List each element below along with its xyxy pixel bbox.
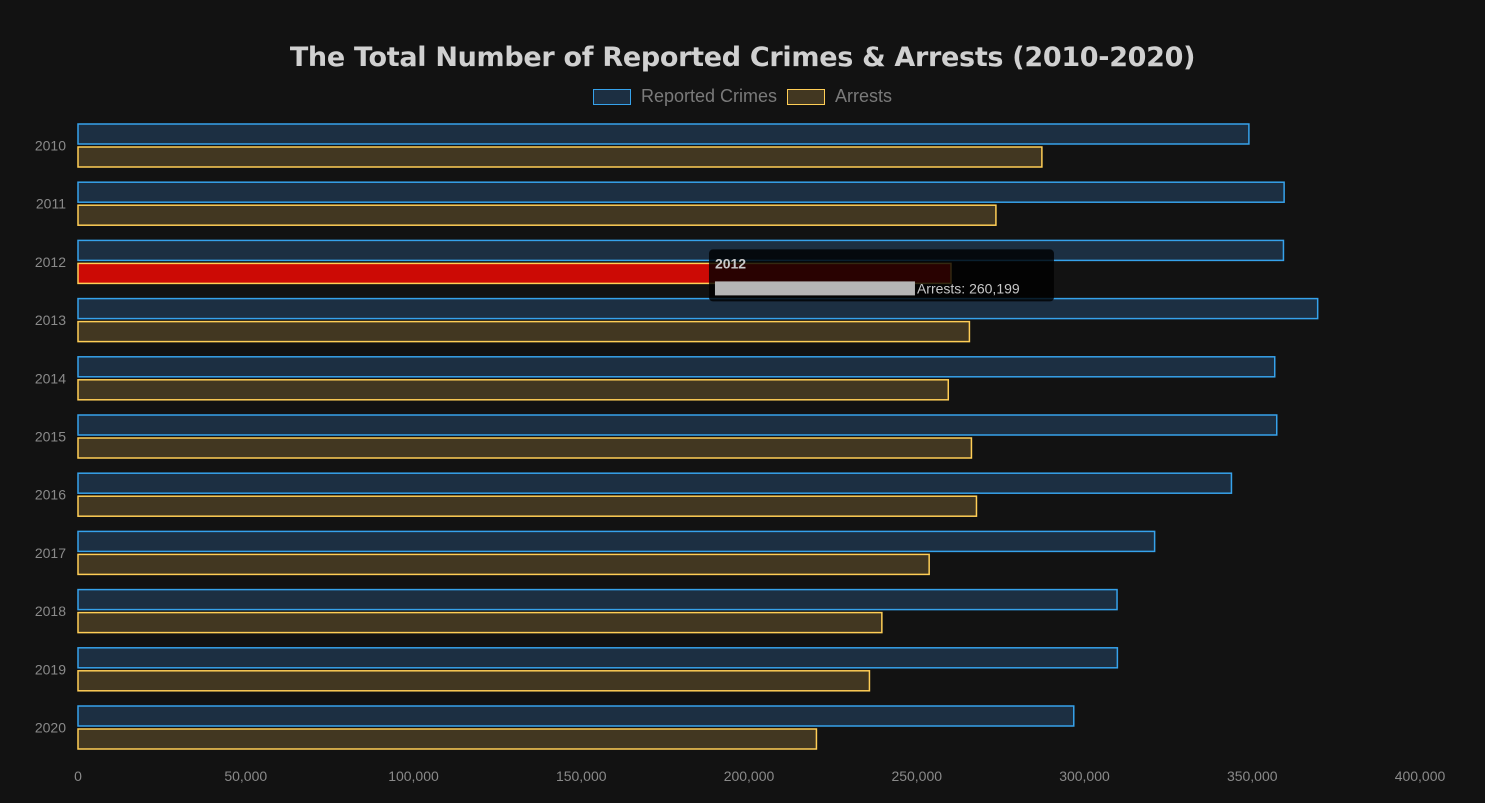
bar-reported-crimes-2016[interactable] [77,472,1233,494]
bar-reported-crimes-2010[interactable] [77,123,1250,145]
y-tick-label-2011: 2011 [36,196,66,212]
bar-arrests-2017[interactable] [77,553,930,576]
tooltip-color-swatch [714,281,915,296]
legend-swatch-reported-crimes [592,88,631,105]
x-tick-label-3: 150,000 [556,768,607,784]
legend-swatch-arrests [787,88,826,105]
y-tick-label-2010: 2010 [35,138,66,154]
bar-arrests-2015[interactable] [77,437,973,459]
bar-arrests-2010[interactable] [77,146,1043,168]
bar-reported-crimes-2014[interactable] [77,356,1276,378]
bar-reported-crimes-2013[interactable] [77,297,1319,320]
y-tick-label-2020: 2020 [35,720,66,736]
tooltip: 2012 Arrests: 260,199 [708,249,1054,302]
y-tick-label-2013: 2013 [35,312,66,328]
y-tick-label-2012: 2012 [35,254,66,270]
bar-arrests-2018[interactable] [77,611,883,634]
tooltip-value: Arrests: 260,199 [917,280,1020,296]
legend-item-arrests[interactable]: Arrests [787,86,892,107]
x-tick-label-2: 100,000 [388,768,439,784]
x-tick-label-1: 50,000 [224,768,267,784]
legend-label-reported-crimes: Reported Crimes [640,86,778,106]
chart-title: The Total Number of Reported Crimes & Ar… [289,42,1196,73]
y-tick-label-2014: 2014 [35,370,66,386]
bar-arrests-2020[interactable] [77,728,818,750]
legend-item-reported-crimes[interactable]: Reported Crimes [592,86,778,107]
x-axis-labels: 0 50,000 100,000 150,000 200,000 250,000 300,0… [74,768,1445,784]
tooltip-title: 2012 [715,255,746,271]
y-tick-label-2015: 2015 [35,429,66,445]
bar-reported-crimes-2015[interactable] [77,414,1278,436]
bar-arrests-2014[interactable] [77,379,950,401]
x-tick-label-5: 250,000 [891,768,942,784]
bars-group [77,123,1319,750]
bar-reported-crimes-2011[interactable] [77,181,1285,203]
y-tick-label-2017: 2017 [35,545,66,561]
y-axis-labels: 2010 2011 2012 2013 2014 2015 2016 2017 2018 2019… [35,138,66,736]
bar-arrests-2019[interactable] [77,670,871,692]
y-tick-label-2016: 2016 [35,487,66,503]
x-tick-label-8: 400,000 [1395,768,1446,784]
y-tick-label-2019: 2019 [35,661,66,677]
x-tick-label-7: 350,000 [1227,768,1278,784]
bar-reported-crimes-2019[interactable] [77,647,1119,669]
bar-reported-crimes-2020[interactable] [77,705,1075,727]
bar-arrests-2013[interactable] [77,320,971,343]
bar-arrests-2011[interactable] [77,204,997,226]
bar-arrests-2016[interactable] [77,495,978,517]
legend: Reported Crimes Arrests [0,86,1485,107]
x-tick-label-4: 200,000 [724,768,775,784]
y-tick-label-2018: 2018 [35,603,66,619]
legend-label-arrests: Arrests [835,86,893,106]
bar-reported-crimes-2017[interactable] [77,530,1156,553]
x-tick-label-6: 300,000 [1059,768,1110,784]
bar-reported-crimes-2012[interactable] [77,239,1285,262]
x-tick-label-0: 0 [74,768,82,784]
bar-reported-crimes-2018[interactable] [77,588,1118,611]
